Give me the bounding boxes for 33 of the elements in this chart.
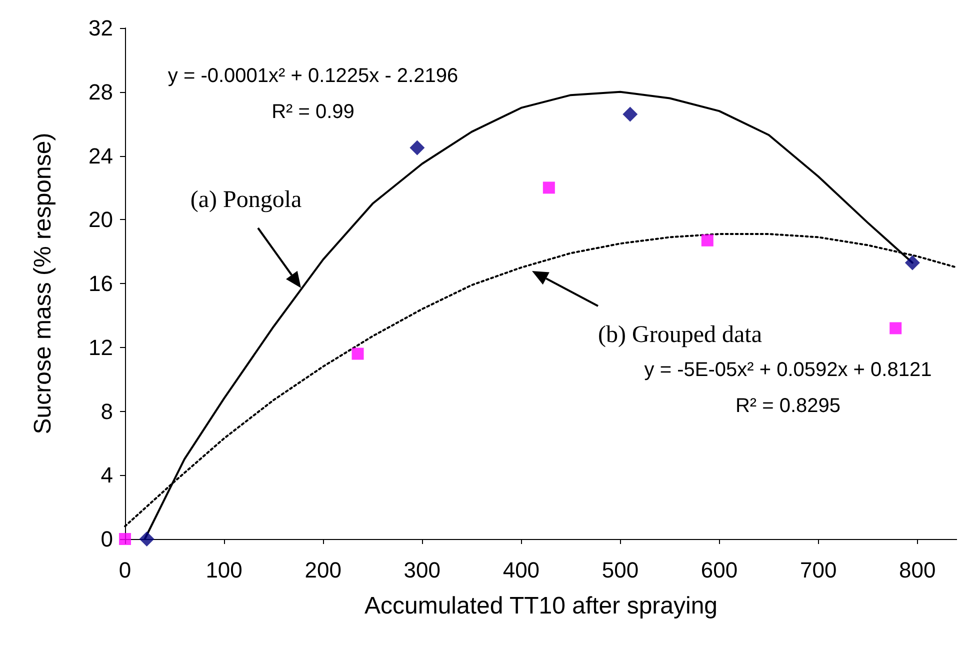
annotation: (a) Pongola	[190, 187, 302, 213]
point	[139, 532, 154, 546]
y-tick-label: 4	[100, 462, 113, 488]
x-tick-label: 800	[899, 558, 936, 582]
point	[701, 234, 714, 246]
x-tick-label: 500	[602, 558, 639, 582]
annotation: (b) Grouped data	[598, 322, 762, 348]
x-axis-title: Accumulated TT10 after spraying	[364, 592, 718, 620]
x-tick-label: 400	[502, 558, 540, 582]
point	[119, 533, 131, 545]
x-tick-label: 700	[800, 558, 837, 582]
y-axis-title: Sucrose mass (% response)	[30, 132, 56, 434]
x-tick-label: 100	[206, 558, 242, 582]
x-tick-label: 300	[404, 558, 440, 582]
x-tick-label: 600	[700, 558, 738, 582]
y-tick-label: 20	[88, 207, 113, 232]
annotation: y = -0.0001x² + 0.1225x - 2.2196 R² = 0.99	[168, 65, 458, 123]
x-tick-label: 200	[304, 558, 342, 582]
y-tick-label: 0	[100, 526, 113, 552]
y-tick-label: 12	[88, 334, 113, 360]
y-tick-label: 32	[88, 16, 113, 40]
y-tick-label: 24	[88, 143, 113, 168]
y-tick-label: 8	[100, 398, 113, 424]
point	[542, 182, 555, 194]
annotation: y = -5E-05x² + 0.0592x + 0.8121 R² = 0.8295	[644, 359, 932, 417]
y-tick-label: 28	[88, 79, 113, 104]
point	[352, 348, 364, 360]
point	[904, 255, 920, 270]
point	[890, 322, 902, 334]
point	[410, 140, 425, 156]
y-tick-label: 16	[88, 271, 113, 296]
point	[622, 106, 638, 122]
x-tick-label: 0	[118, 558, 132, 582]
